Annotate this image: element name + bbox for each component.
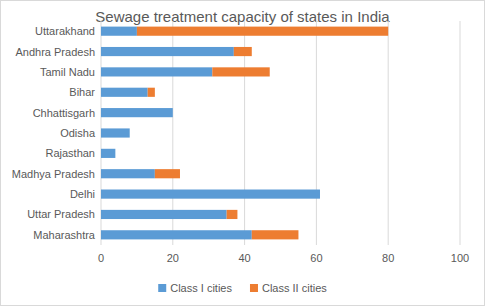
chart-frame xyxy=(1,1,485,306)
category-label: Delhi xyxy=(70,188,95,200)
bar xyxy=(137,27,388,36)
bar xyxy=(101,210,227,219)
bar xyxy=(101,88,148,97)
legend-label: Class I cities xyxy=(170,282,232,294)
bar xyxy=(101,128,130,137)
bar xyxy=(115,149,116,158)
bar xyxy=(101,47,234,56)
grid xyxy=(101,21,460,245)
legend-label: Class II cities xyxy=(262,282,327,294)
bar xyxy=(101,169,155,178)
bar xyxy=(129,128,130,137)
legend-swatch xyxy=(158,284,166,292)
bar xyxy=(319,190,320,199)
bar xyxy=(101,190,320,199)
category-label: Madhya Pradesh xyxy=(12,168,95,180)
category-label: Bihar xyxy=(69,86,95,98)
tick-label: 40 xyxy=(238,252,250,264)
bar xyxy=(252,230,299,239)
tick-label: 60 xyxy=(310,252,322,264)
category-label: Uttar Pradesh xyxy=(27,208,95,220)
category-label: Rajasthan xyxy=(45,147,95,159)
category-label: Chhattisgarh xyxy=(33,107,95,119)
bar xyxy=(101,149,115,158)
bar xyxy=(212,67,269,76)
bar xyxy=(227,210,238,219)
bar xyxy=(234,47,252,56)
tick-label: 20 xyxy=(167,252,179,264)
grid-line xyxy=(460,21,461,245)
category-label: Odisha xyxy=(60,127,96,139)
bar xyxy=(172,108,173,117)
tick-label: 0 xyxy=(98,252,104,264)
grid-line xyxy=(388,21,389,245)
bar xyxy=(101,108,173,117)
category-label: Maharashtra xyxy=(33,229,96,241)
chart: Sewage treatment capacity of states in I… xyxy=(0,0,485,306)
bar xyxy=(148,88,155,97)
tick-label: 80 xyxy=(382,252,394,264)
bars xyxy=(101,27,388,240)
category-label: Uttarakhand xyxy=(35,25,95,37)
tick-label: 100 xyxy=(451,252,469,264)
bar xyxy=(101,67,212,76)
bar xyxy=(155,169,180,178)
category-label: Andhra Pradesh xyxy=(16,46,96,58)
legend-swatch xyxy=(250,284,258,292)
grid-line xyxy=(316,21,317,245)
bar xyxy=(101,230,252,239)
category-label: Tamil Nadu xyxy=(40,66,95,78)
legend: Class I cities Class II cities xyxy=(158,282,327,294)
title: Sewage treatment capacity of states in I… xyxy=(95,8,390,25)
bar xyxy=(101,27,137,36)
